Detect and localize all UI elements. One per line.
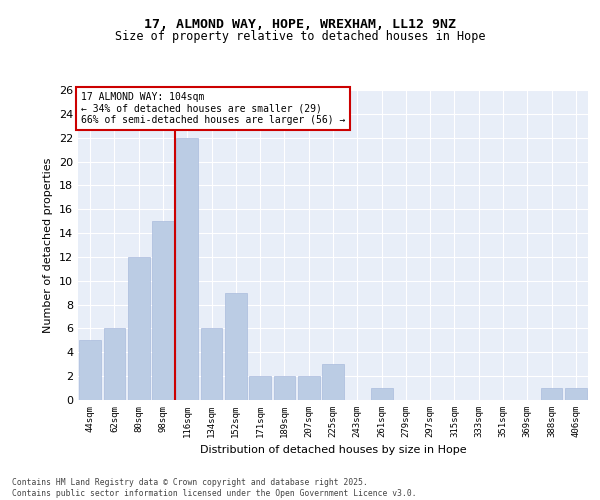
Bar — [104, 328, 125, 400]
Bar — [274, 376, 295, 400]
Y-axis label: Number of detached properties: Number of detached properties — [43, 158, 53, 332]
Text: 17, ALMOND WAY, HOPE, WREXHAM, LL12 9NZ: 17, ALMOND WAY, HOPE, WREXHAM, LL12 9NZ — [144, 18, 456, 30]
Bar — [541, 388, 562, 400]
Bar — [225, 292, 247, 400]
Bar — [128, 257, 149, 400]
Bar — [565, 388, 587, 400]
Text: Contains HM Land Registry data © Crown copyright and database right 2025.
Contai: Contains HM Land Registry data © Crown c… — [12, 478, 416, 498]
X-axis label: Distribution of detached houses by size in Hope: Distribution of detached houses by size … — [200, 446, 466, 456]
Bar — [371, 388, 392, 400]
Text: Size of property relative to detached houses in Hope: Size of property relative to detached ho… — [115, 30, 485, 43]
Bar — [79, 340, 101, 400]
Bar — [152, 221, 174, 400]
Bar — [249, 376, 271, 400]
Bar — [322, 364, 344, 400]
Bar — [176, 138, 198, 400]
Bar — [200, 328, 223, 400]
Bar — [298, 376, 320, 400]
Text: 17 ALMOND WAY: 104sqm
← 34% of detached houses are smaller (29)
66% of semi-deta: 17 ALMOND WAY: 104sqm ← 34% of detached … — [80, 92, 345, 124]
